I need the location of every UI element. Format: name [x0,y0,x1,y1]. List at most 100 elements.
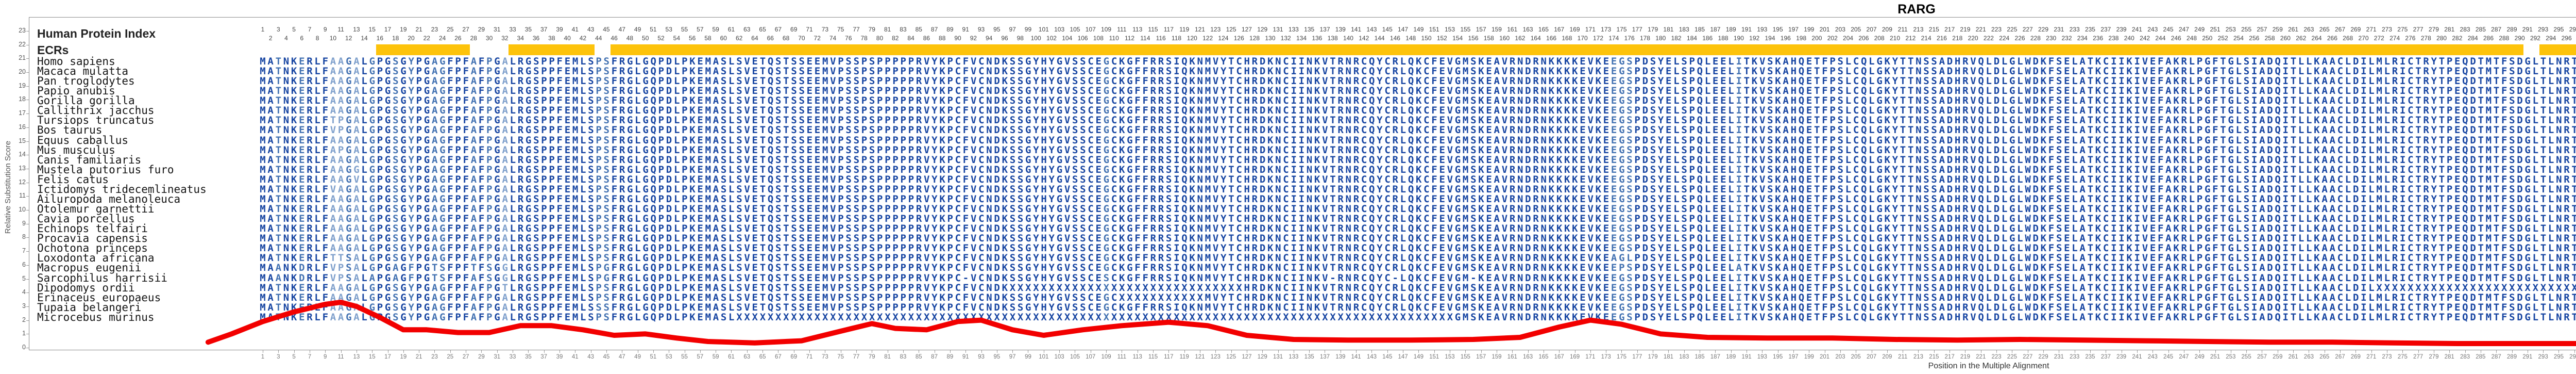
sequence-run: FRGLGQPDLPKEMASLSVETQSTSSEEMVPSSPSPPPPPR… [611,203,1104,215]
sequence-run: A [353,242,362,254]
column-number-bottom: 173 [1601,354,1611,360]
x-tick-mark [2340,350,2341,353]
sequence-run: RLF [307,85,330,97]
sequence-run: RLF [307,75,330,87]
column-number-top: 141 [1351,26,1362,33]
column-number-top: 68 [782,35,790,42]
sequence-run: PS [596,66,612,77]
sequence-run: PG [416,262,432,274]
column-number-bottom: 123 [1210,354,1221,360]
column-number-top: 297 [2569,26,2576,33]
column-number-top: 153 [1445,26,1455,33]
sequence-run: L [361,66,369,77]
sequence-run: MA [260,233,276,245]
column-number-bottom: 39 [556,354,563,360]
column-number-top: 80 [876,35,884,42]
column-number-bottom: 103 [1054,354,1064,360]
column-number-top: 136 [1312,35,1323,42]
column-number-bottom: 265 [2319,354,2330,360]
sequence-run: F [478,134,487,146]
column-number-top: 197 [1788,26,1799,33]
sequence-run: P [486,252,495,264]
column-number-top: 65 [759,26,766,33]
alignment-row: MATNKERLFAAGALGPGSGYPGAGFPFAFPGALRGSPPFE… [260,134,2576,146]
sequence-run: A [470,144,479,156]
sequence-run: S [393,66,401,77]
column-number-top: 223 [1991,26,2002,33]
x-tick-mark [1512,350,1513,353]
sequence-run: EPS [1611,262,1635,274]
sequence-run: PDSYELSPQLEEL [1634,115,1736,126]
sequence-run: CKGFFRRSIQKNMVYTCHRDKNCIINKVTRNRCQYCRLQK… [1111,183,1611,195]
x-tick-mark [497,350,498,353]
sequence-run: AA [330,193,346,205]
sequence-run: G [494,193,502,205]
y-tick-mark [26,251,29,252]
column-number-bottom: 61 [728,354,735,360]
sequence-run: I [1736,95,1744,107]
column-number-top: 22 [423,35,430,42]
column-number-top: 173 [1601,26,1612,33]
sequence-run: PDSYELSPQLEEL [1634,242,1736,254]
sequence-run: G [494,301,502,313]
column-number-top: 279 [2428,26,2439,33]
sequence-run: MA [260,85,276,97]
sequence-run: Y [408,154,416,166]
sequence-run: TKVSKAHQETFPSLCQLGKYTTNSSADHRVQLDLGLWDKF… [1743,66,2576,77]
sequence-run: PG [416,75,432,87]
column-number-top: 100 [1030,35,1041,42]
sequence-run: MA [260,272,276,284]
sequence-run: PG [416,115,432,126]
column-number-bottom: 255 [2241,354,2251,360]
sequence-run: S [393,85,401,97]
column-number-top: 157 [1476,26,1486,33]
y-tick-mark [26,237,29,238]
sequence-run: A [502,203,510,215]
sequence-run: PS [596,115,612,126]
column-number-bottom: 83 [900,354,907,360]
column-number-top: 151 [1429,26,1439,33]
sequence-run: G [1103,66,1111,77]
column-number-top: 287 [2491,26,2502,33]
sequence-run: LRGSPPFEMLS [510,311,596,323]
sequence-run: A [502,173,510,185]
sequence-run: A [353,183,362,195]
column-number-bottom: 7 [308,354,312,360]
column-number-bottom: 153 [1445,354,1455,360]
sequence-run: G [369,144,377,156]
alignment-row: MATNKERLFAAGALGPGSGYPGAGFPFAFPGALRGSPPFE… [260,234,2576,243]
sequence-run: FPF [447,282,471,294]
sequence-run: MA [260,134,276,146]
sequence-run: F [478,282,487,294]
column-number-bottom: 187 [1710,354,1720,360]
column-number-bottom: 163 [1523,354,1533,360]
sequence-run: PDSYELSPQLEEL [1634,75,1736,87]
column-number-bottom: 121 [1195,354,1205,360]
column-number-top: 270 [2358,35,2369,42]
sequence-run: PG [596,262,612,274]
sequence-run: LRGSPPFEMLS [510,301,596,313]
column-number-bottom: 15 [368,354,376,360]
column-number-top: 32 [501,35,509,42]
sequence-run: A [470,252,479,264]
column-number-top: 206 [1858,35,1869,42]
column-number-top: 74 [829,35,837,42]
column-number-bottom: 259 [2273,354,2283,360]
sequence-run: PDSYELSPQLEEL [1634,173,1736,185]
sequence-run: AA [330,66,346,77]
sequence-run: Y [408,164,416,175]
sequence-run: G [494,124,502,136]
column-number-bottom: 31 [494,354,501,360]
sequence-run: G [346,115,354,126]
sequence-run: F [478,164,487,175]
sequence-run: S [393,154,401,166]
sequence-run: G [369,242,377,254]
column-number-top: 61 [727,26,735,33]
sequence-run: PG [416,213,432,225]
sequence-run: E [299,183,307,195]
sequence-run: VP [330,272,346,284]
column-number-top: 87 [930,26,938,33]
sequence-run: A [502,242,510,254]
x-tick-mark [747,350,748,353]
column-number-top: 204 [1843,35,1854,42]
